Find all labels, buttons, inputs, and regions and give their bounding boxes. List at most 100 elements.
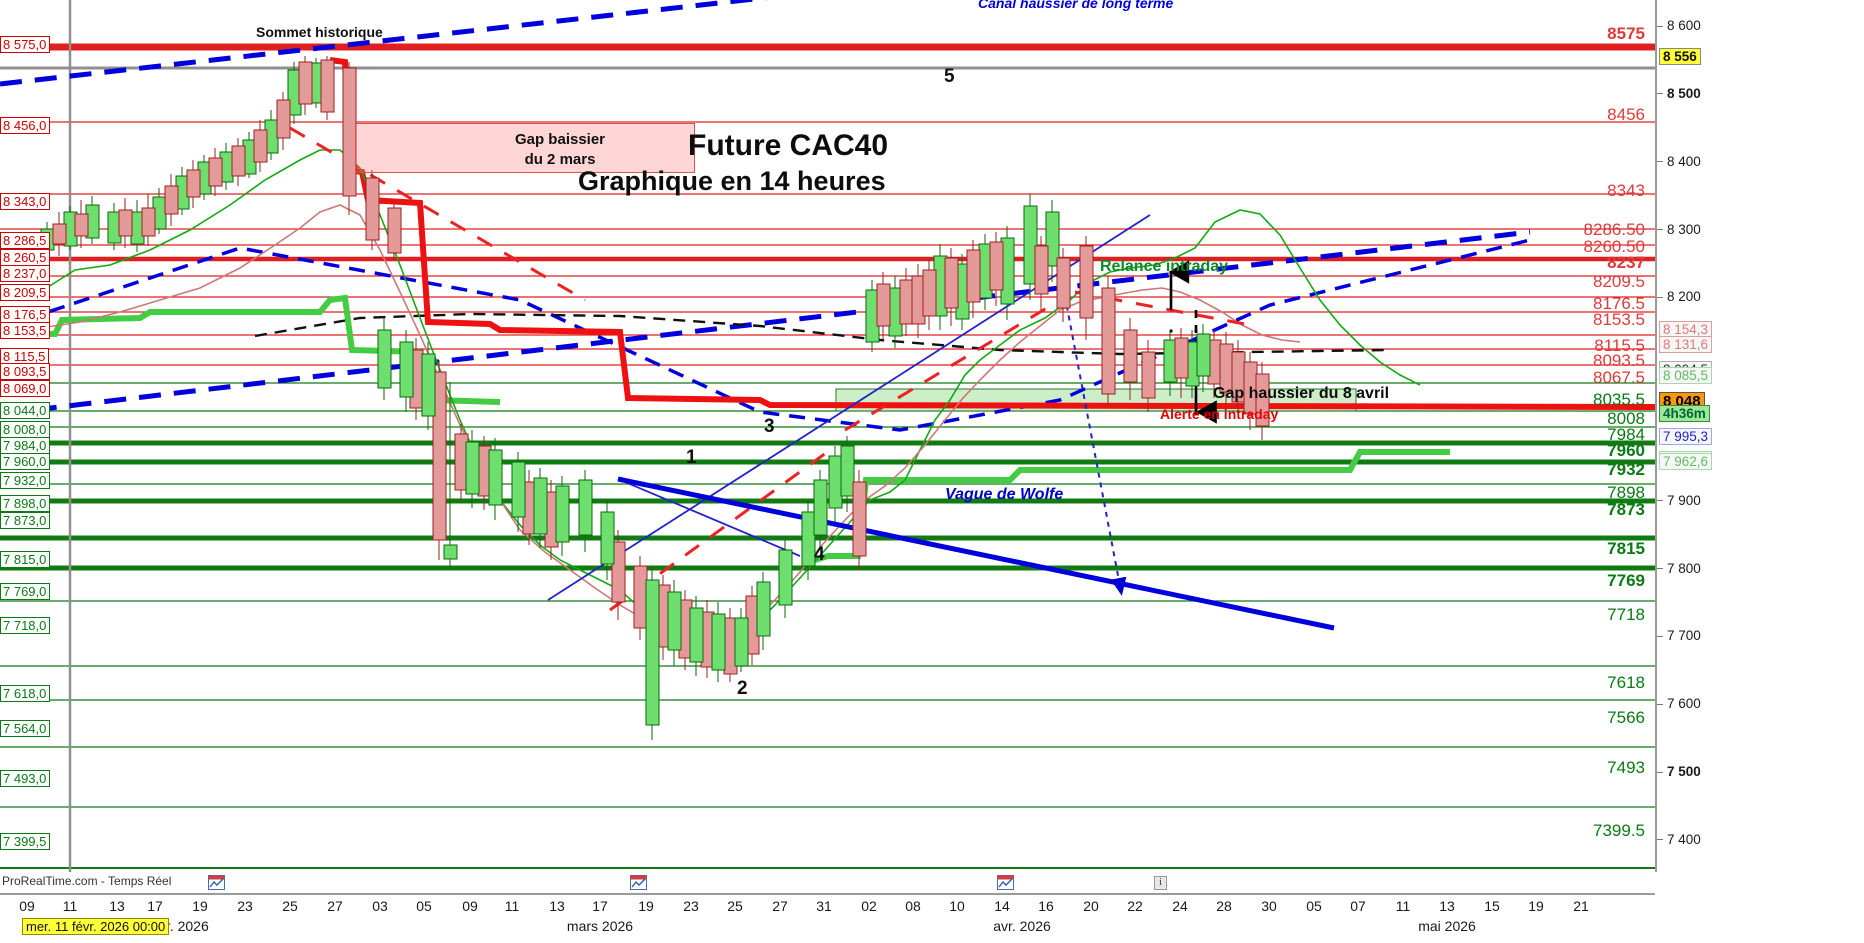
- left-price-tag[interactable]: 8 008,0: [0, 420, 51, 438]
- time-axis-tick-label: 22: [1127, 898, 1143, 914]
- right-price-label: 8286.50: [1583, 219, 1645, 239]
- left-price-tag[interactable]: 7 815,0: [0, 551, 51, 569]
- left-price-tag[interactable]: 8 456,0: [0, 116, 51, 134]
- price-axis-value-box[interactable]: 8 085,5: [1659, 367, 1713, 385]
- left-price-tag[interactable]: 8 093,5: [0, 362, 51, 380]
- price-axis-tick-label: 8 500: [1667, 85, 1701, 101]
- gap-baissier-label: Gap baissier du 2 mars: [440, 130, 680, 170]
- calendar-event-icon-1[interactable]: [208, 875, 225, 890]
- right-price-label: 8260.50: [1583, 237, 1645, 257]
- wolfe-point-4: 4: [814, 544, 825, 565]
- time-axis-tick-label: 13: [109, 898, 125, 914]
- time-axis-tick-label: 24: [1172, 898, 1188, 914]
- left-price-tag[interactable]: 8 237,0: [0, 265, 51, 283]
- left-price-tag[interactable]: 7 493,0: [0, 769, 51, 787]
- time-axis-tick-label: 21: [1573, 898, 1589, 914]
- left-price-tag[interactable]: 7 984,0: [0, 436, 51, 454]
- tick-dash-icon: [1657, 568, 1663, 570]
- price-axis-tick-label: 7 600: [1667, 696, 1701, 712]
- left-price-tag[interactable]: 7 932,0: [0, 472, 51, 490]
- left-price-tag[interactable]: 8 115,5: [0, 347, 50, 365]
- provider-watermark: ProRealTime.com - Temps Réel: [2, 874, 172, 888]
- canal-haussier-lines: [0, 0, 1531, 417]
- price-axis-tick: 7 800: [1657, 561, 1701, 576]
- left-price-tag[interactable]: 7 960,0: [0, 453, 51, 471]
- price-axis-tick-label: 8 400: [1667, 153, 1701, 169]
- time-axis-tick-label: 19: [1528, 898, 1544, 914]
- left-price-tag[interactable]: 7 564,0: [0, 720, 51, 738]
- right-price-label: 8008: [1607, 408, 1645, 428]
- price-axis-tick: 8 600: [1657, 18, 1701, 33]
- tick-dash-icon: [1657, 229, 1663, 231]
- left-price-tag[interactable]: 8 044,0: [0, 401, 51, 419]
- price-axis-value-box[interactable]: 8 154,3: [1659, 320, 1713, 338]
- left-price-tag[interactable]: 7 769,0: [0, 582, 51, 600]
- time-axis-tick-label: 23: [683, 898, 699, 914]
- left-price-tag[interactable]: 8 286,5: [0, 231, 51, 249]
- price-axis-value-box[interactable]: 7 962,6: [1659, 453, 1713, 471]
- wolfe-point-2: 2: [737, 678, 748, 699]
- gap-baissier-line1: Gap baissier: [514, 131, 606, 148]
- price-axis-value-box[interactable]: 4h36m: [1659, 404, 1710, 422]
- left-price-tag[interactable]: 8 575,0: [0, 36, 51, 54]
- right-price-label: 7566: [1607, 708, 1645, 728]
- left-price-tag[interactable]: 8 069,0: [0, 380, 51, 398]
- candlestick-series: [20, 56, 1270, 740]
- right-price-label: 8575: [1607, 24, 1645, 44]
- price-axis-tick: 8 500: [1657, 86, 1701, 101]
- price-axis-tick-label: 7 900: [1667, 492, 1701, 508]
- price-axis-tick: 7 500: [1657, 764, 1701, 779]
- price-axis-tick: 7 700: [1657, 628, 1701, 643]
- tick-dash-icon: [1657, 703, 1663, 705]
- wolfe-projection-line: [1062, 285, 1127, 596]
- red-dynamic-resistance: [329, 57, 1655, 410]
- time-axis-tick-label: 05: [1306, 898, 1322, 914]
- info-icon[interactable]: i: [1154, 876, 1167, 890]
- left-price-tag[interactable]: 8 260,5: [0, 249, 51, 267]
- price-axis-tick: 7 600: [1657, 696, 1701, 711]
- left-price-tag[interactable]: 8 176,5: [0, 306, 51, 324]
- left-price-tag[interactable]: 8 343,0: [0, 193, 51, 211]
- tick-dash-icon: [1657, 25, 1663, 27]
- chart-title: Future CAC40: [688, 129, 889, 162]
- annotation-vague-de-wolfe: Vague de Wolfe: [945, 486, 1064, 503]
- time-axis-tick-label: 13: [1439, 898, 1455, 914]
- left-price-tag[interactable]: 7 718,0: [0, 617, 51, 635]
- time-axis-tick-label: 19: [192, 898, 208, 914]
- left-price-tag[interactable]: 7 898,0: [0, 495, 51, 513]
- time-axis-month-label: mai 2026: [1418, 918, 1476, 934]
- chart-plot-area[interactable]: Gap baissier du 2 mars Sommet historique…: [0, 0, 1655, 872]
- price-axis-tick-label: 8 200: [1667, 289, 1701, 305]
- left-price-tag[interactable]: 8 153,5: [0, 321, 51, 339]
- time-axis[interactable]: ProRealTime.com - Temps Réel i 09 11 13 17 1…: [0, 872, 1864, 943]
- cursor-date-readout: mer. 11 févr. 2026 00:00: [22, 918, 170, 935]
- price-axis-value-box[interactable]: 7 995,3: [1659, 428, 1713, 446]
- time-axis-tick-label: 11: [504, 898, 520, 914]
- tick-dash-icon: [1657, 161, 1663, 163]
- chart-subtitle: Graphique en 14 heures: [578, 166, 886, 196]
- left-price-tag[interactable]: 8 209,5: [0, 283, 51, 301]
- price-axis-value-box[interactable]: 8 556: [1659, 47, 1701, 65]
- price-axis-value-box[interactable]: 8 131,6: [1659, 336, 1713, 354]
- time-axis-tick-label: 09: [462, 898, 478, 914]
- left-price-tag[interactable]: 7 618,0: [0, 684, 51, 702]
- price-axis-tick-label: 7 800: [1667, 560, 1701, 576]
- time-axis-tick-label: 10: [949, 898, 965, 914]
- price-axis-tick: 8 300: [1657, 222, 1701, 237]
- time-axis-tick-label: 27: [772, 898, 788, 914]
- annotation-sommet-historique: Sommet historique: [256, 24, 383, 40]
- time-axis-tick-label: 25: [282, 898, 298, 914]
- calendar-event-icon-2[interactable]: [630, 875, 647, 890]
- tick-dash-icon: [1657, 771, 1663, 773]
- right-price-label: 8209.5: [1593, 271, 1645, 291]
- right-price-label: 7718: [1607, 605, 1645, 625]
- time-axis-tick-label: 05: [416, 898, 432, 914]
- calendar-event-icon-3[interactable]: [997, 875, 1014, 890]
- right-price-label: 7932: [1607, 460, 1645, 480]
- price-axis-tick: 7 900: [1657, 493, 1701, 508]
- price-axis[interactable]: 8 600 8 500 8 400 8 300 8 200 7 900 7 800 7 700…: [1655, 0, 1864, 872]
- price-axis-tick-label: 8 300: [1667, 221, 1701, 237]
- left-price-tag[interactable]: 7 399,5: [0, 833, 51, 851]
- left-price-tag[interactable]: 7 873,0: [0, 512, 51, 530]
- right-price-label: 7769: [1607, 570, 1645, 590]
